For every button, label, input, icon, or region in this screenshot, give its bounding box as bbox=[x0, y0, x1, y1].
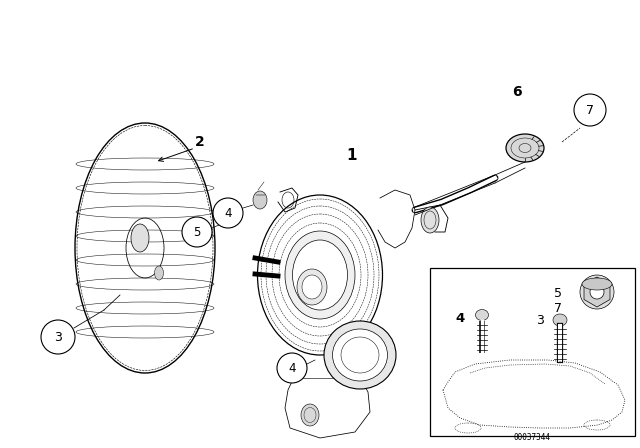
Ellipse shape bbox=[292, 240, 348, 310]
Ellipse shape bbox=[324, 321, 396, 389]
Ellipse shape bbox=[333, 329, 387, 381]
Text: 3: 3 bbox=[54, 331, 62, 344]
Ellipse shape bbox=[582, 278, 612, 290]
Ellipse shape bbox=[297, 269, 327, 305]
Bar bbox=[430, 268, 635, 436]
Text: 7: 7 bbox=[586, 103, 594, 116]
Ellipse shape bbox=[154, 266, 163, 280]
Text: 4: 4 bbox=[288, 362, 296, 375]
Polygon shape bbox=[584, 277, 610, 307]
Ellipse shape bbox=[301, 404, 319, 426]
Text: 7: 7 bbox=[554, 302, 562, 314]
Text: 4: 4 bbox=[224, 207, 232, 220]
Circle shape bbox=[277, 353, 307, 383]
Ellipse shape bbox=[257, 195, 383, 355]
Text: 5: 5 bbox=[193, 225, 201, 238]
Text: 6: 6 bbox=[512, 85, 522, 99]
Circle shape bbox=[41, 320, 75, 354]
Text: 5: 5 bbox=[554, 287, 562, 300]
Ellipse shape bbox=[476, 310, 488, 320]
Ellipse shape bbox=[580, 275, 614, 309]
Text: 1: 1 bbox=[347, 147, 357, 163]
Ellipse shape bbox=[553, 314, 567, 326]
Text: 4: 4 bbox=[456, 311, 465, 324]
Ellipse shape bbox=[590, 285, 604, 299]
Text: 2: 2 bbox=[195, 135, 205, 149]
Ellipse shape bbox=[302, 275, 322, 299]
Ellipse shape bbox=[131, 224, 149, 252]
Circle shape bbox=[574, 94, 606, 126]
Ellipse shape bbox=[421, 207, 439, 233]
Text: 3: 3 bbox=[536, 314, 544, 327]
Ellipse shape bbox=[253, 191, 267, 209]
Ellipse shape bbox=[285, 231, 355, 319]
Circle shape bbox=[182, 217, 212, 247]
Text: 00037344: 00037344 bbox=[513, 432, 550, 441]
Ellipse shape bbox=[506, 134, 544, 162]
Circle shape bbox=[213, 198, 243, 228]
